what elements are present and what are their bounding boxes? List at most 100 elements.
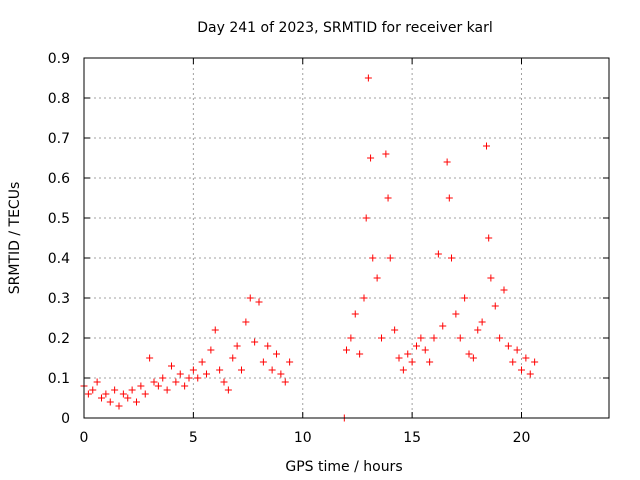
data-point bbox=[465, 350, 473, 358]
data-point bbox=[211, 326, 219, 334]
data-point bbox=[500, 286, 508, 294]
data-point bbox=[277, 370, 285, 378]
data-point bbox=[251, 338, 259, 346]
data-point bbox=[369, 254, 377, 262]
data-point bbox=[417, 334, 425, 342]
data-point bbox=[384, 194, 392, 202]
data-point bbox=[176, 370, 184, 378]
y-tick-label: 0.6 bbox=[48, 171, 70, 187]
data-point bbox=[421, 346, 429, 354]
data-point bbox=[395, 354, 403, 362]
data-point bbox=[185, 374, 193, 382]
data-point bbox=[146, 354, 154, 362]
data-point bbox=[487, 274, 495, 282]
y-tick-label: 0.5 bbox=[48, 211, 70, 227]
y-tick-label: 0.3 bbox=[48, 291, 70, 307]
data-point bbox=[137, 382, 145, 390]
data-point bbox=[343, 346, 350, 354]
data-point bbox=[474, 326, 482, 334]
data-point bbox=[483, 142, 490, 150]
data-point bbox=[172, 378, 180, 386]
data-point bbox=[286, 358, 294, 366]
data-point bbox=[268, 366, 276, 374]
data-point bbox=[259, 358, 267, 366]
data-point bbox=[360, 294, 368, 302]
data-point bbox=[518, 366, 525, 374]
data-point bbox=[220, 378, 228, 386]
data-point bbox=[207, 346, 215, 354]
data-point bbox=[526, 370, 534, 378]
x-tick-label: 15 bbox=[403, 430, 421, 446]
data-point bbox=[382, 150, 390, 158]
data-point bbox=[168, 362, 175, 370]
data-point bbox=[356, 350, 364, 358]
data-point bbox=[434, 250, 442, 258]
y-tick-label: 0.9 bbox=[48, 51, 70, 67]
data-point bbox=[351, 310, 359, 318]
data-point bbox=[347, 334, 355, 342]
data-point bbox=[111, 386, 119, 394]
data-point bbox=[89, 386, 97, 394]
data-point bbox=[84, 390, 92, 398]
data-point bbox=[448, 254, 455, 262]
data-point bbox=[189, 366, 197, 374]
data-point bbox=[469, 354, 477, 362]
data-point bbox=[198, 358, 206, 366]
x-axis-label: GPS time / hours bbox=[285, 459, 402, 475]
data-point bbox=[362, 214, 370, 222]
data-point bbox=[404, 350, 412, 358]
y-tick-label: 0.7 bbox=[48, 131, 70, 147]
x-tick-label: 10 bbox=[294, 430, 312, 446]
data-point bbox=[246, 294, 254, 302]
y-tick-label: 0 bbox=[61, 411, 70, 427]
axis-ticks: 0 0.1 0.2 0.3 0.4 0.5 0.6 0.7 0.8 0.9 0 5 10 15 20 bbox=[48, 51, 609, 446]
y-tick-label: 0.8 bbox=[48, 91, 70, 107]
data-point bbox=[93, 378, 101, 386]
data-point bbox=[513, 346, 521, 354]
data-point bbox=[461, 294, 469, 302]
data-point bbox=[445, 194, 453, 202]
data-point bbox=[485, 234, 493, 242]
data-point bbox=[124, 394, 132, 402]
data-point bbox=[163, 386, 171, 394]
data-point bbox=[452, 310, 460, 318]
data-point bbox=[426, 358, 434, 366]
data-point bbox=[281, 378, 289, 386]
data-point bbox=[194, 374, 202, 382]
data-point bbox=[115, 402, 123, 410]
data-point bbox=[456, 334, 464, 342]
plot-frame bbox=[83, 57, 610, 419]
data-point bbox=[242, 318, 250, 326]
data-point bbox=[154, 382, 162, 390]
data-point bbox=[106, 398, 114, 406]
data-point bbox=[264, 342, 272, 350]
data-point bbox=[509, 358, 517, 366]
data-point bbox=[255, 298, 263, 306]
data-point bbox=[531, 358, 539, 366]
data-point bbox=[413, 342, 420, 350]
data-point bbox=[224, 386, 232, 394]
data-point bbox=[150, 378, 158, 386]
data-point bbox=[238, 366, 245, 374]
data-point bbox=[233, 342, 241, 350]
y-tick-label: 0.4 bbox=[48, 251, 70, 267]
data-point bbox=[522, 354, 530, 362]
data-point bbox=[181, 382, 189, 390]
data-point bbox=[491, 302, 499, 310]
data-points bbox=[80, 74, 539, 422]
data-point bbox=[133, 398, 140, 406]
data-point bbox=[273, 350, 280, 358]
y-tick-label: 0.1 bbox=[48, 371, 70, 387]
data-point bbox=[408, 358, 416, 366]
data-point bbox=[141, 390, 149, 398]
data-point bbox=[119, 390, 127, 398]
data-point bbox=[364, 74, 372, 82]
data-point bbox=[391, 326, 399, 334]
data-point bbox=[430, 334, 438, 342]
data-point bbox=[443, 158, 451, 166]
data-point bbox=[229, 354, 237, 362]
data-point bbox=[216, 366, 224, 374]
data-point bbox=[496, 334, 504, 342]
data-point bbox=[98, 394, 105, 402]
